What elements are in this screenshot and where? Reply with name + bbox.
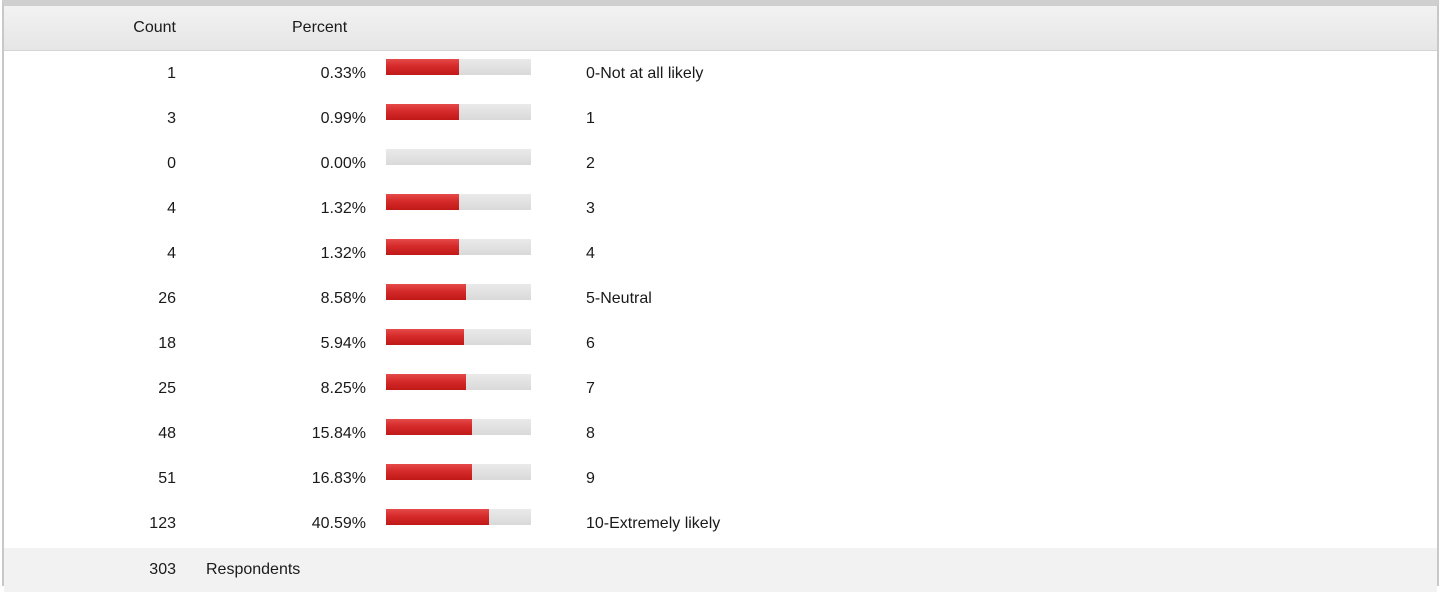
table-footer: 303 Respondents (4, 548, 1437, 592)
percent-bar-fill (386, 239, 459, 255)
percent-column-header: Percent (292, 19, 348, 36)
option-label: 2 (586, 154, 595, 172)
percent-bar-fill (386, 329, 464, 345)
count-cell: 4 (167, 199, 176, 217)
count-cell: 51 (158, 469, 176, 487)
count-cell: 26 (158, 289, 176, 307)
percent-bar-track (386, 329, 531, 345)
percent-bar-fill (386, 419, 472, 435)
percent-bar-fill (386, 464, 472, 480)
percent-cell: 0.33% (320, 64, 366, 82)
percent-bar-fill (386, 284, 466, 300)
table-row: 18 5.94% 6 (4, 321, 1437, 366)
percent-bar-track (386, 284, 531, 300)
table-row: 48 15.84% 8 (4, 411, 1437, 456)
percent-cell: 15.84% (311, 424, 366, 442)
table-row: 51 16.83% 9 (4, 456, 1437, 501)
percent-cell: 0.99% (320, 109, 366, 127)
respondent-total: 303 (149, 561, 176, 578)
table-header: Count Percent (4, 6, 1437, 51)
percent-cell: 40.59% (311, 514, 366, 532)
percent-bar-track (386, 149, 531, 165)
percent-bar-track (386, 59, 531, 75)
option-label: 0-Not at all likely (586, 64, 704, 82)
percent-bar-fill (386, 509, 489, 525)
percent-bar-fill (386, 374, 466, 390)
percent-cell: 5.94% (320, 334, 366, 352)
option-label: 5-Neutral (586, 289, 652, 307)
count-cell: 0 (167, 154, 176, 172)
option-label: 8 (586, 424, 595, 442)
option-label: 7 (586, 379, 595, 397)
percent-cell: 8.25% (320, 379, 366, 397)
count-cell: 4 (167, 244, 176, 262)
percent-bar-fill (386, 194, 459, 210)
option-label: 9 (586, 469, 595, 487)
percent-cell: 8.58% (320, 289, 366, 307)
option-label: 1 (586, 109, 595, 127)
count-cell: 48 (158, 424, 176, 442)
table-row: 4 1.32% 3 (4, 186, 1437, 231)
percent-bar-track (386, 509, 531, 525)
table-row: 3 0.99% 1 (4, 96, 1437, 141)
table-row: 25 8.25% 7 (4, 366, 1437, 411)
respondents-label: Respondents (206, 561, 301, 578)
percent-bar-track (386, 464, 531, 480)
option-label: 3 (586, 199, 595, 217)
option-label: 10-Extremely likely (586, 514, 721, 532)
percent-bar-track (386, 374, 531, 390)
percent-bar-track (386, 104, 531, 120)
option-label: 6 (586, 334, 595, 352)
percent-cell: 0.00% (320, 154, 366, 172)
table-row: 26 8.58% 5-Neutral (4, 276, 1437, 321)
table-row: 1 0.33% 0-Not at all likely (4, 51, 1437, 96)
percent-bar-track (386, 194, 531, 210)
percent-cell: 16.83% (311, 469, 366, 487)
option-label: 4 (586, 244, 595, 262)
count-cell: 1 (167, 64, 176, 82)
percent-bar-fill (386, 104, 459, 120)
count-cell: 3 (167, 109, 176, 127)
count-column-header: Count (133, 19, 176, 36)
table-row: 4 1.32% 4 (4, 231, 1437, 276)
percent-cell: 1.32% (320, 244, 366, 262)
percent-cell: 1.32% (320, 199, 366, 217)
count-cell: 25 (158, 379, 176, 397)
table-row: 0 0.00% 2 (4, 141, 1437, 186)
count-cell: 123 (149, 514, 176, 532)
percent-bar-track (386, 419, 531, 435)
percent-bar-track (386, 239, 531, 255)
count-cell: 18 (158, 334, 176, 352)
percent-bar-fill (386, 59, 459, 75)
table-row: 123 40.59% 10-Extremely likely (4, 501, 1437, 546)
